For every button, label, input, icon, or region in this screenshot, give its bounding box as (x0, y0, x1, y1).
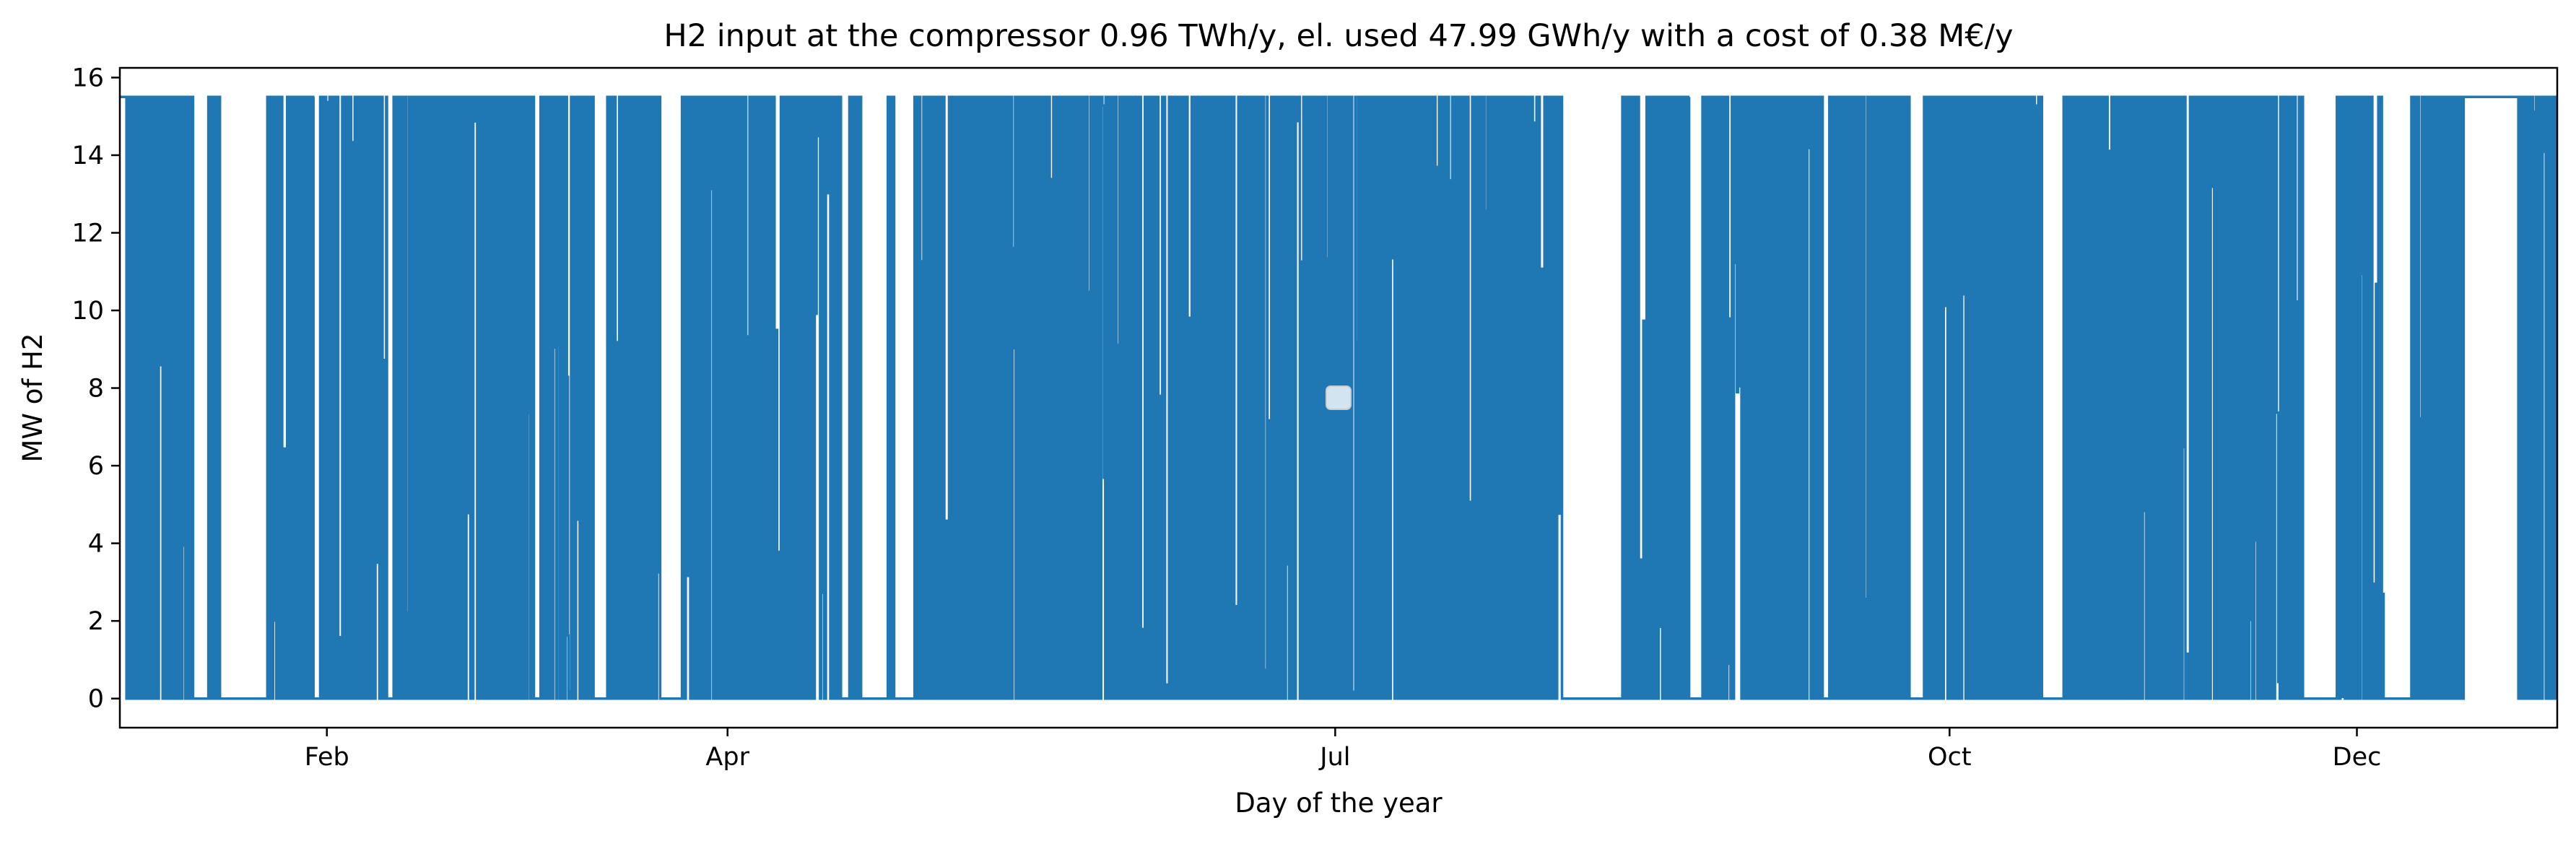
x-tick-label: Feb (305, 743, 349, 772)
series-layer (120, 95, 2557, 700)
y-tick-label: 0 (88, 685, 104, 714)
h2-input-series-line (120, 95, 2557, 700)
y-tick-label: 10 (71, 297, 104, 326)
y-tick-label: 8 (88, 375, 104, 404)
x-tick-label: Oct (1928, 743, 1972, 772)
x-axis-label: Day of the year (1235, 788, 1443, 819)
y-tick-label: 4 (88, 530, 104, 559)
y-tick-label: 2 (88, 607, 104, 636)
chart-title: H2 input at the compressor 0.96 TWh/y, e… (663, 18, 2013, 54)
y-axis-label: MW of H2 (17, 333, 48, 462)
y-tick-label: 14 (71, 141, 104, 170)
x-axis: Feb Apr Jul Oct Dec (305, 728, 2382, 772)
plot-frame (118, 66, 2559, 729)
x-tick-label: Jul (1318, 743, 1350, 772)
legend-box (1326, 385, 1352, 410)
y-axis: 0 2 4 6 8 10 12 14 16 (71, 64, 120, 714)
y-tick-label: 6 (88, 452, 104, 481)
x-tick-label: Apr (705, 743, 749, 772)
plot-area (118, 66, 2559, 729)
x-tick-label: Dec (2333, 743, 2382, 772)
y-tick-label: 16 (71, 64, 104, 92)
y-tick-label: 12 (71, 219, 104, 248)
